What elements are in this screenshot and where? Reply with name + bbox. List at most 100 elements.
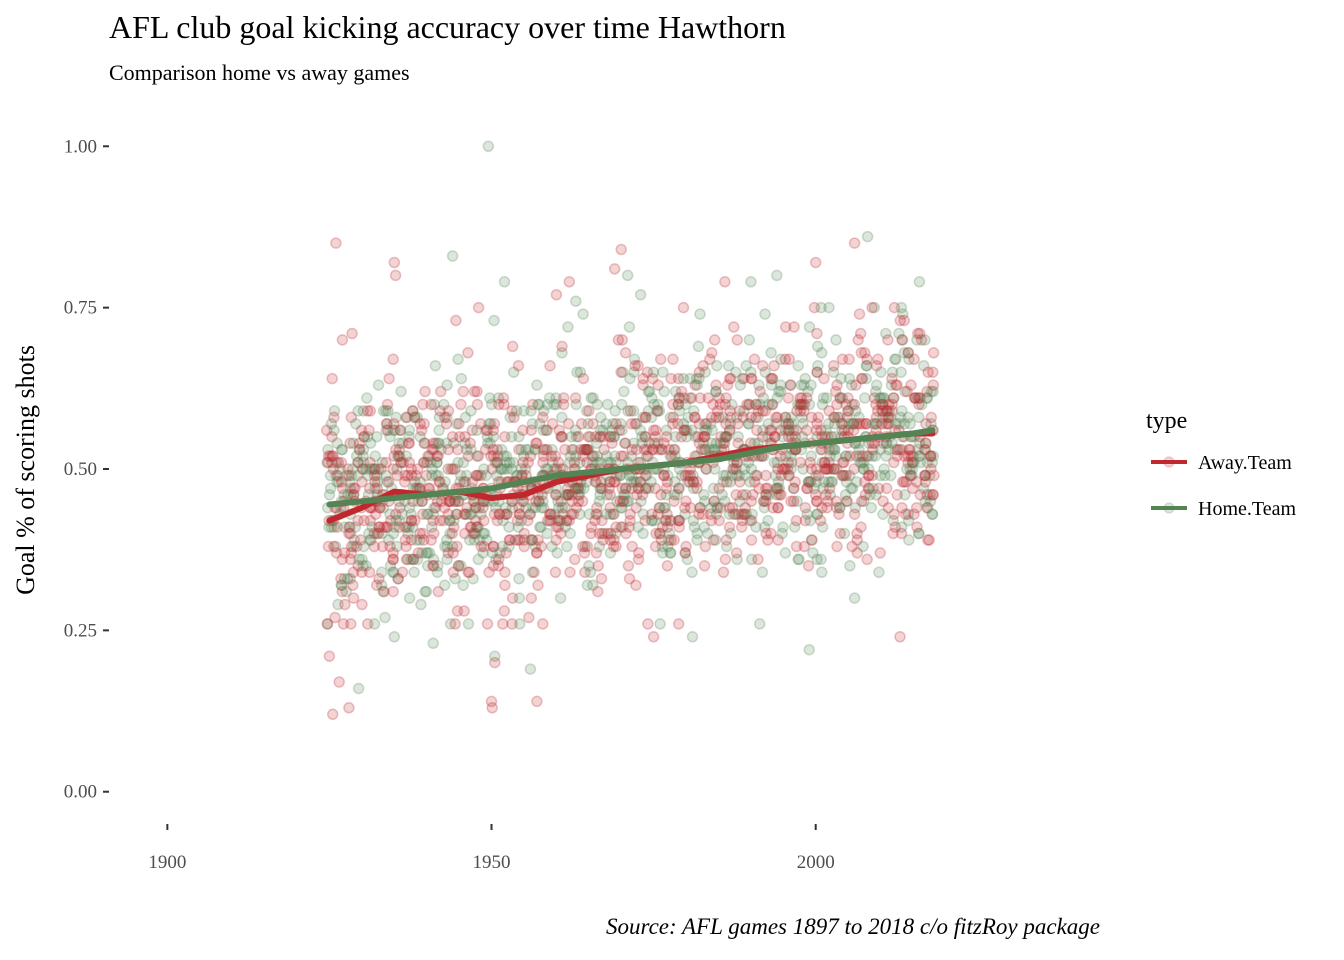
data-point	[338, 489, 350, 501]
data-point	[855, 521, 867, 533]
data-point	[504, 534, 516, 546]
data-point	[533, 521, 546, 533]
data-point	[804, 456, 816, 469]
data-point	[926, 508, 939, 520]
data-point	[831, 540, 843, 553]
data-point	[693, 418, 706, 430]
data-point	[451, 605, 464, 617]
data-point	[522, 443, 535, 456]
data-point	[570, 430, 583, 443]
data-point	[408, 566, 420, 579]
data-point	[823, 482, 836, 495]
data-point	[781, 463, 794, 475]
data-point	[677, 372, 690, 385]
data-point	[856, 450, 869, 462]
data-point	[905, 450, 917, 462]
data-point	[606, 424, 618, 437]
legend-label-away: Away.Team	[1198, 452, 1292, 474]
data-point	[792, 553, 804, 566]
data-point	[699, 424, 711, 437]
data-point	[327, 450, 339, 462]
data-point	[405, 469, 418, 482]
data-point	[636, 489, 649, 501]
data-point	[591, 501, 603, 514]
data-point	[425, 534, 438, 546]
data-point	[493, 508, 506, 520]
data-point	[512, 359, 525, 372]
data-point	[595, 482, 607, 495]
data-point	[384, 508, 396, 520]
data-point	[631, 489, 643, 501]
data-point	[678, 392, 690, 404]
data-point	[371, 482, 384, 495]
data-point	[639, 514, 651, 527]
y-axis: 0.000.250.500.751.00	[64, 136, 109, 803]
data-point	[643, 482, 655, 495]
data-point	[773, 482, 786, 495]
data-point	[608, 476, 620, 488]
data-point	[336, 482, 349, 495]
data-point	[496, 540, 508, 553]
data-point	[510, 405, 523, 417]
data-point	[388, 631, 401, 643]
data-point	[619, 482, 632, 495]
data-point	[866, 469, 879, 482]
data-point	[360, 463, 372, 475]
data-point	[719, 276, 731, 288]
data-point	[624, 405, 637, 417]
data-point	[524, 663, 537, 675]
data-point	[658, 501, 670, 514]
data-point	[398, 476, 411, 488]
data-point	[869, 418, 881, 430]
data-point	[684, 372, 696, 385]
data-point	[624, 514, 636, 527]
data-point	[794, 398, 806, 411]
data-point	[893, 327, 905, 340]
data-point	[726, 469, 738, 482]
data-point	[911, 521, 923, 533]
data-point	[763, 489, 775, 501]
data-point	[721, 430, 733, 443]
data-point	[887, 527, 899, 540]
data-point	[403, 424, 416, 437]
data-point	[395, 456, 408, 469]
data-point	[791, 495, 803, 508]
data-point	[381, 521, 394, 533]
data-point	[698, 495, 711, 508]
data-point	[777, 521, 789, 533]
data-point	[467, 572, 479, 585]
data-point	[709, 385, 722, 398]
data-point	[871, 405, 884, 417]
data-point	[675, 430, 688, 443]
data-point	[633, 547, 645, 559]
data-point	[373, 521, 386, 533]
data-point	[433, 437, 445, 449]
data-point	[788, 321, 800, 333]
data-point	[753, 618, 766, 630]
data-point	[453, 418, 465, 430]
data-point	[447, 547, 459, 559]
data-point	[632, 359, 644, 372]
data-point	[668, 534, 680, 546]
data-point	[581, 579, 594, 591]
data-point	[433, 411, 446, 424]
data-point	[484, 437, 496, 449]
data-point	[774, 385, 787, 398]
data-point	[860, 418, 872, 430]
data-point	[477, 527, 490, 540]
data-point	[672, 398, 685, 411]
data-point	[774, 379, 787, 391]
data-point	[641, 443, 653, 456]
data-point	[656, 443, 668, 456]
data-point	[769, 430, 781, 443]
data-point	[711, 359, 723, 372]
data-point	[378, 585, 390, 598]
data-point	[861, 359, 873, 372]
data-point	[799, 514, 812, 527]
data-point	[701, 527, 714, 540]
data-point	[491, 456, 503, 469]
data-point	[780, 418, 792, 430]
data-point	[439, 476, 451, 488]
data-point	[571, 366, 583, 378]
data-point	[470, 514, 482, 527]
